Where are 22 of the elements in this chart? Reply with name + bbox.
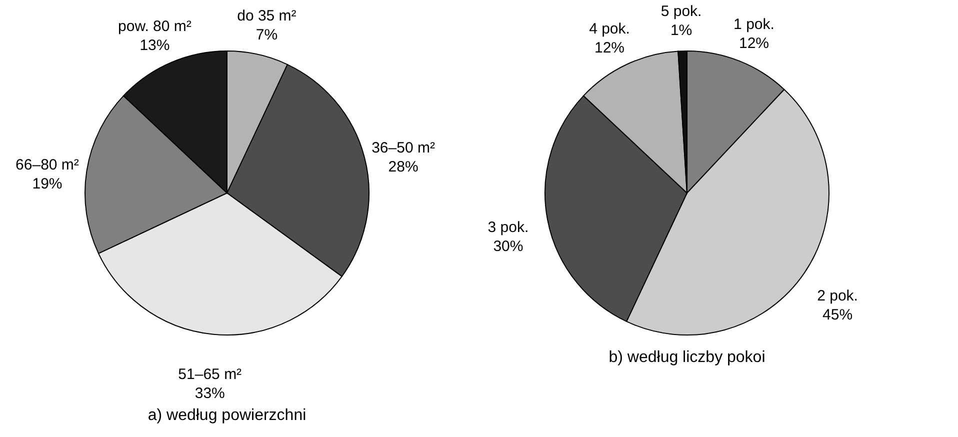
slice-label: 4 pok. <box>589 20 630 38</box>
data-label: 1% <box>670 22 692 40</box>
data-label: 28% <box>388 158 418 176</box>
slice-label: do 35 m² <box>237 7 296 24</box>
data-label: 19% <box>32 176 62 193</box>
data-label: 12% <box>594 39 625 56</box>
data-label: 33% <box>194 385 225 402</box>
data-label: 7% <box>256 26 278 44</box>
slice-label: 5 pok. <box>660 3 702 20</box>
slice-label: 51–65 m² <box>178 366 242 384</box>
data-label: 45% <box>822 306 853 324</box>
slice-label: pow. 80 m² <box>118 18 192 35</box>
slice-label: 66–80 m² <box>16 156 79 174</box>
slice-label: 36–50 m² <box>372 140 435 157</box>
slice-label: 3 pok. <box>488 219 529 236</box>
data-label: 13% <box>140 36 170 54</box>
data-label: 12% <box>738 34 770 52</box>
data-label: 30% <box>493 238 524 256</box>
text: a) według powierzchni <box>148 407 306 424</box>
text: b) według liczby pokoi <box>608 349 766 366</box>
slice-label: 1 pok. <box>734 16 774 33</box>
slice-label: 2 pok. <box>817 287 858 304</box>
